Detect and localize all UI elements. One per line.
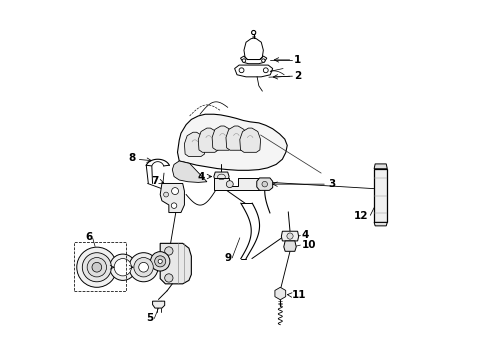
Polygon shape <box>198 128 219 152</box>
Circle shape <box>262 181 268 187</box>
Text: 4: 4 <box>301 230 309 240</box>
Text: 12: 12 <box>354 211 368 221</box>
Circle shape <box>82 253 111 282</box>
Polygon shape <box>374 222 387 226</box>
Polygon shape <box>374 164 387 169</box>
Polygon shape <box>172 161 207 183</box>
Circle shape <box>242 59 245 62</box>
Text: 7: 7 <box>151 176 158 186</box>
Circle shape <box>77 247 117 287</box>
Circle shape <box>150 252 170 271</box>
Polygon shape <box>284 241 296 251</box>
Text: 9: 9 <box>224 253 231 263</box>
Text: 10: 10 <box>301 240 316 250</box>
Circle shape <box>165 274 173 282</box>
Text: 5: 5 <box>146 314 153 324</box>
Circle shape <box>172 188 178 194</box>
Circle shape <box>129 253 158 282</box>
Polygon shape <box>281 231 298 241</box>
Polygon shape <box>184 132 205 157</box>
Circle shape <box>263 68 268 73</box>
Text: 2: 2 <box>294 71 301 81</box>
Circle shape <box>87 257 106 277</box>
Polygon shape <box>275 287 286 300</box>
Circle shape <box>251 31 256 35</box>
Circle shape <box>155 256 166 267</box>
Polygon shape <box>212 126 233 150</box>
Circle shape <box>139 262 148 272</box>
Text: 1: 1 <box>294 55 301 65</box>
Polygon shape <box>214 172 229 181</box>
Circle shape <box>164 192 169 197</box>
Circle shape <box>114 258 131 276</box>
Circle shape <box>165 247 173 255</box>
Circle shape <box>262 59 265 62</box>
Bar <box>374 169 387 222</box>
Text: 11: 11 <box>292 290 307 300</box>
Text: 3: 3 <box>328 179 335 189</box>
Circle shape <box>239 68 244 73</box>
Polygon shape <box>226 126 247 150</box>
Circle shape <box>92 262 102 272</box>
Text: 8: 8 <box>129 153 136 163</box>
Polygon shape <box>152 301 165 308</box>
Polygon shape <box>177 114 287 170</box>
Circle shape <box>226 181 233 188</box>
Polygon shape <box>257 178 273 190</box>
Circle shape <box>134 257 153 277</box>
Circle shape <box>110 254 136 280</box>
Bar <box>74 242 125 291</box>
Polygon shape <box>214 178 260 190</box>
Text: 4: 4 <box>198 171 205 181</box>
Polygon shape <box>160 184 184 212</box>
Circle shape <box>172 203 177 208</box>
Circle shape <box>287 233 293 239</box>
Polygon shape <box>240 128 261 152</box>
Polygon shape <box>160 243 192 284</box>
Text: 6: 6 <box>86 232 93 242</box>
Circle shape <box>158 259 162 264</box>
